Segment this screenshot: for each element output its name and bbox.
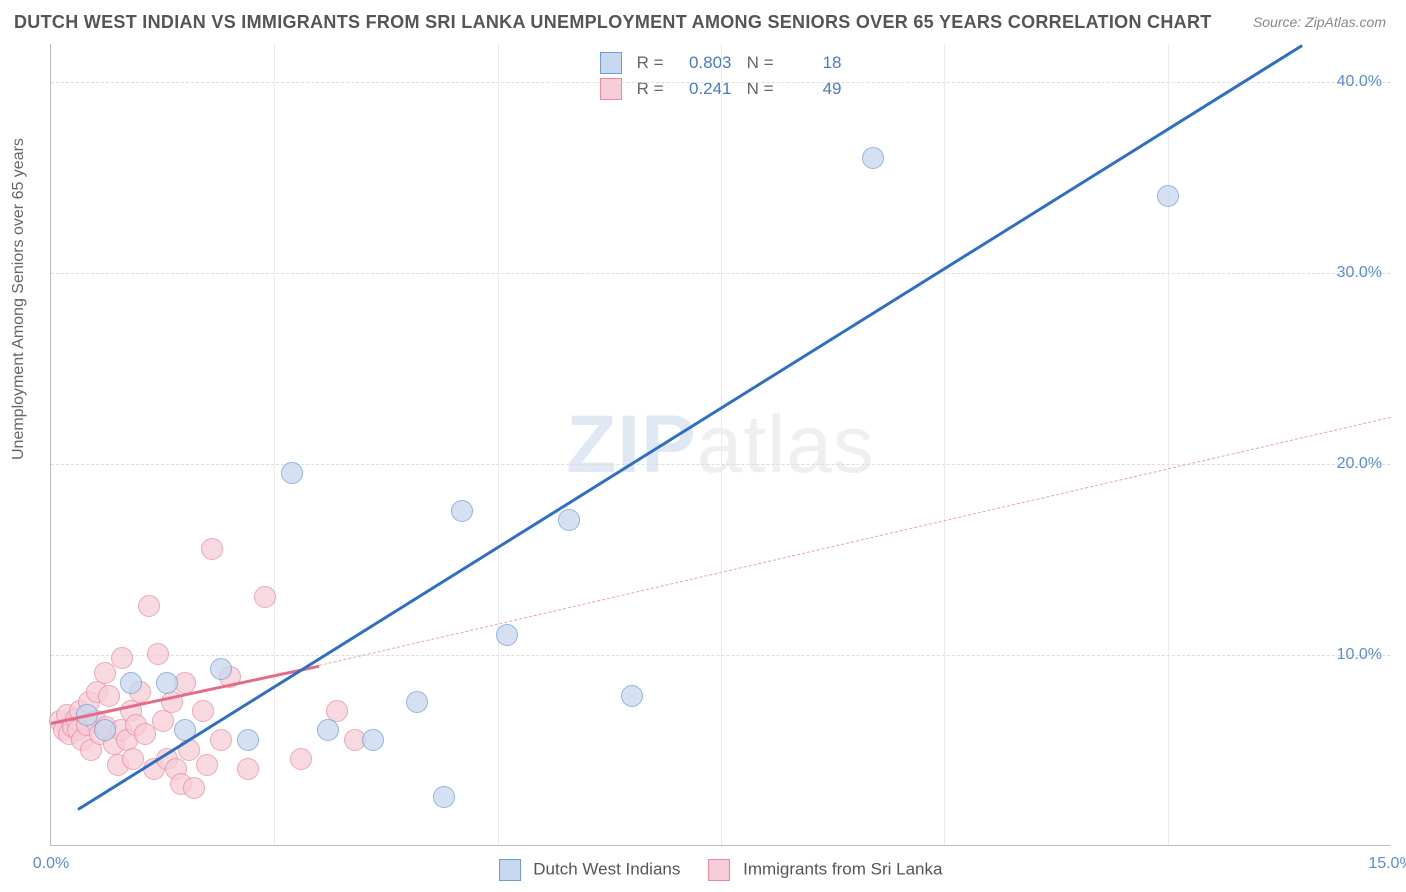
- legend-value-r-blue: 0.803: [674, 53, 732, 73]
- scatter-point-blue: [862, 147, 884, 169]
- scatter-point-blue: [120, 672, 142, 694]
- scatter-point-blue: [237, 729, 259, 751]
- y-tick-label: 20.0%: [1337, 455, 1382, 473]
- scatter-point-pink: [94, 662, 116, 684]
- y-tick-label: 30.0%: [1337, 264, 1382, 282]
- legend-series-label-pink: Immigrants from Sri Lanka: [743, 859, 942, 878]
- y-tick-label: 10.0%: [1337, 646, 1382, 664]
- scatter-point-pink: [138, 595, 160, 617]
- scatter-point-pink: [254, 586, 276, 608]
- chart-plot-area: ZIPatlas R = 0.803 N = 18 R = 0.241 N = …: [50, 44, 1390, 846]
- watermark-zip: ZIP: [566, 399, 697, 490]
- scatter-point-blue: [496, 624, 518, 646]
- legend-value-n-blue: 18: [784, 53, 842, 73]
- scatter-point-blue: [156, 672, 178, 694]
- legend-swatch-blue: [499, 859, 521, 881]
- y-tick-label: 40.0%: [1337, 73, 1382, 91]
- legend-series-label-blue: Dutch West Indians: [533, 859, 680, 878]
- legend-item-pink: Immigrants from Sri Lanka: [708, 859, 942, 881]
- scatter-point-pink: [192, 700, 214, 722]
- scatter-point-blue: [317, 719, 339, 741]
- legend-label-r: R =: [632, 53, 664, 73]
- scatter-point-blue: [281, 462, 303, 484]
- scatter-point-blue: [621, 685, 643, 707]
- scatter-point-pink: [196, 754, 218, 776]
- scatter-point-pink: [111, 647, 133, 669]
- scatter-point-blue: [1157, 185, 1179, 207]
- scatter-point-blue: [406, 691, 428, 713]
- scatter-point-pink: [183, 777, 205, 799]
- scatter-point-blue: [210, 658, 232, 680]
- legend-swatch-pink: [708, 859, 730, 881]
- gridline-v: [1168, 44, 1169, 845]
- legend-series: Dutch West Indians Immigrants from Sri L…: [499, 859, 943, 881]
- legend-item-blue: Dutch West Indians: [499, 859, 681, 881]
- chart-title: DUTCH WEST INDIAN VS IMMIGRANTS FROM SRI…: [14, 12, 1212, 33]
- x-tick-label: 0.0%: [33, 855, 69, 873]
- trendline: [77, 44, 1302, 810]
- scatter-point-blue: [94, 719, 116, 741]
- trendline: [319, 416, 1391, 665]
- scatter-point-blue: [433, 786, 455, 808]
- watermark-atlas: atlas: [697, 399, 875, 490]
- x-tick-label: 15.0%: [1368, 855, 1406, 873]
- gridline-v: [944, 44, 945, 845]
- scatter-point-blue: [451, 500, 473, 522]
- scatter-point-blue: [362, 729, 384, 751]
- scatter-point-pink: [201, 538, 223, 560]
- scatter-point-pink: [122, 748, 144, 770]
- scatter-point-pink: [98, 685, 120, 707]
- scatter-point-pink: [237, 758, 259, 780]
- scatter-point-blue: [558, 509, 580, 531]
- scatter-point-pink: [290, 748, 312, 770]
- legend-swatch-blue: [600, 52, 622, 74]
- source-credit: Source: ZipAtlas.com: [1253, 14, 1386, 30]
- legend-label-n: N =: [742, 53, 774, 73]
- gridline-v: [498, 44, 499, 845]
- gridline-v: [274, 44, 275, 845]
- scatter-point-pink: [152, 710, 174, 732]
- gridline-v: [721, 44, 722, 845]
- scatter-point-pink: [210, 729, 232, 751]
- scatter-point-pink: [147, 643, 169, 665]
- y-axis-label: Unemployment Among Seniors over 65 years: [10, 138, 28, 460]
